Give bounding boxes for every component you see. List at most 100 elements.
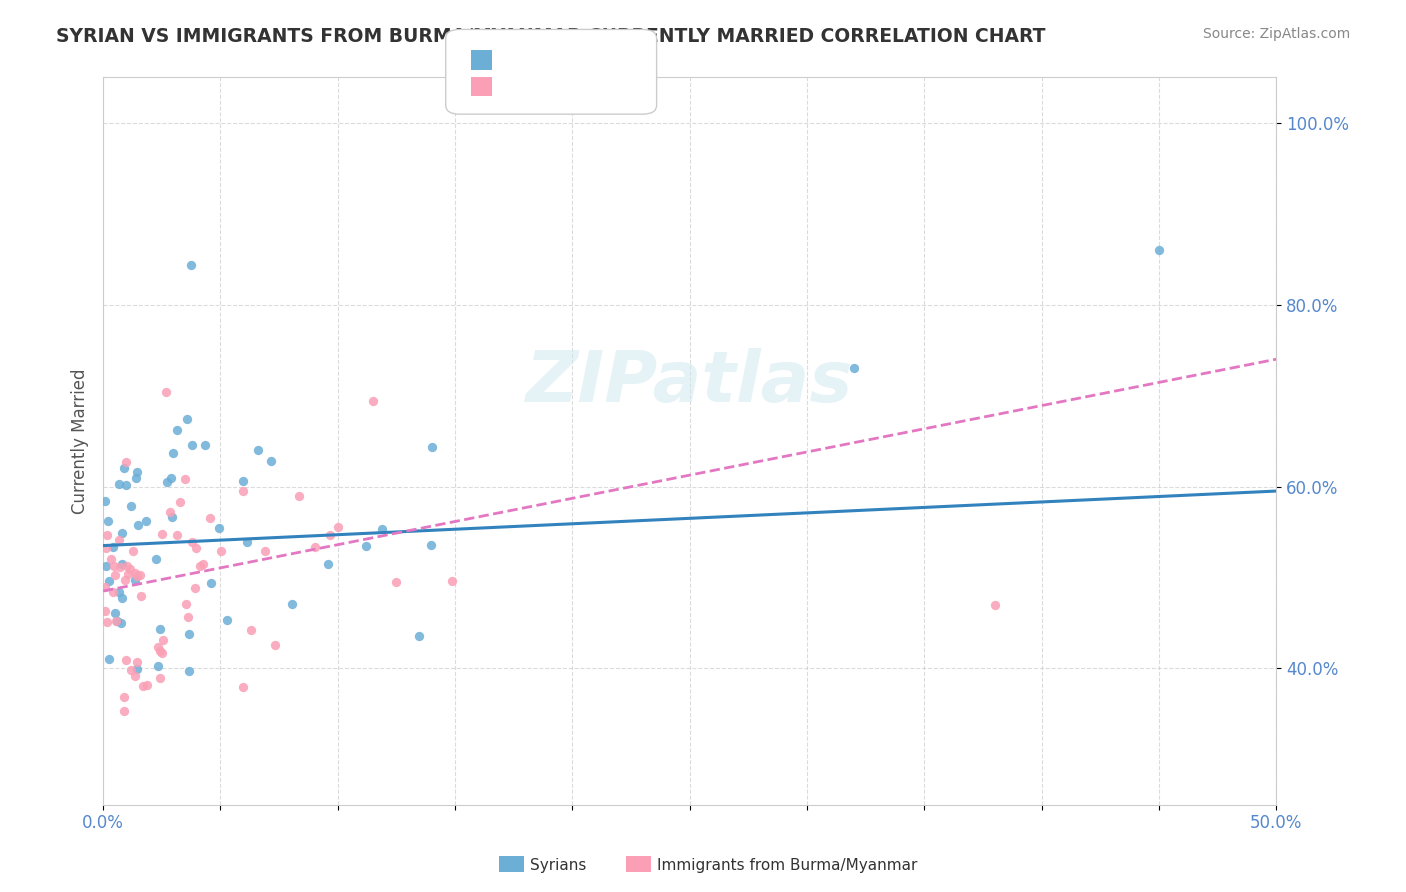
Point: [104, 606, 127, 620]
Text: R =: R =: [499, 58, 536, 76]
Point: [319, 528, 342, 542]
Point: [440, 574, 463, 588]
Point: [114, 574, 136, 588]
Point: [108, 559, 131, 574]
Point: [385, 575, 408, 590]
Point: [160, 471, 183, 485]
Point: [127, 517, 149, 532]
Point: [177, 664, 200, 678]
Point: [191, 557, 214, 571]
Point: [111, 591, 134, 606]
Point: [97, 652, 120, 666]
Point: [124, 573, 146, 587]
Text: 53: 53: [612, 58, 634, 76]
Point: [361, 393, 384, 408]
Point: [124, 566, 146, 580]
Point: [118, 562, 141, 576]
Point: [148, 640, 170, 654]
Point: [260, 453, 283, 467]
Text: R =: R =: [499, 85, 536, 103]
Point: [132, 680, 155, 694]
Point: [145, 552, 167, 566]
Point: [328, 520, 350, 534]
Point: [247, 442, 270, 457]
Point: [101, 585, 124, 599]
Point: [117, 566, 139, 581]
Point: [121, 544, 143, 558]
Point: [136, 678, 159, 692]
Point: [108, 533, 131, 547]
Point: [419, 538, 441, 552]
Point: [183, 581, 205, 595]
Point: [236, 535, 259, 549]
Point: [1147, 243, 1170, 257]
Point: [208, 520, 231, 534]
Point: [155, 385, 177, 400]
Point: [180, 258, 202, 272]
Point: [96, 615, 118, 629]
Point: [184, 541, 207, 555]
Text: 0.076: 0.076: [527, 58, 579, 76]
Point: [127, 465, 149, 479]
Point: [842, 361, 865, 376]
Point: [135, 514, 157, 528]
Point: [111, 558, 134, 572]
Text: 0.219: 0.219: [527, 85, 579, 103]
Point: [166, 423, 188, 437]
Text: SYRIAN VS IMMIGRANTS FROM BURMA/MYANMAR CURRENTLY MARRIED CORRELATION CHART: SYRIAN VS IMMIGRANTS FROM BURMA/MYANMAR …: [56, 27, 1046, 45]
Point: [105, 615, 128, 629]
Text: Immigrants from Burma/Myanmar: Immigrants from Burma/Myanmar: [657, 858, 917, 872]
Point: [108, 584, 131, 599]
Point: [112, 690, 135, 704]
Point: [94, 580, 117, 594]
Point: [166, 528, 188, 542]
Point: [149, 671, 172, 685]
Point: [281, 597, 304, 611]
Point: [209, 544, 232, 558]
Point: [150, 527, 173, 541]
Point: [94, 494, 117, 508]
Point: [159, 505, 181, 519]
Point: [356, 539, 378, 553]
Point: [194, 438, 217, 452]
Point: [146, 659, 169, 673]
Point: [215, 614, 238, 628]
Text: ZIPatlas: ZIPatlas: [526, 349, 853, 417]
Point: [114, 478, 136, 492]
Point: [104, 568, 127, 582]
Point: [174, 472, 197, 486]
Point: [179, 627, 201, 641]
Point: [98, 574, 121, 589]
Text: N =: N =: [583, 58, 620, 76]
Point: [198, 511, 221, 525]
Point: [181, 437, 204, 451]
Point: [129, 568, 152, 582]
Y-axis label: Currently Married: Currently Married: [72, 368, 89, 514]
Point: [150, 646, 173, 660]
Point: [112, 460, 135, 475]
Point: [180, 535, 202, 549]
Point: [100, 551, 122, 566]
Point: [371, 522, 394, 536]
Point: [176, 412, 198, 426]
Point: [162, 446, 184, 460]
Point: [101, 540, 124, 554]
Point: [160, 510, 183, 524]
Point: [200, 576, 222, 591]
Point: [156, 475, 179, 490]
Point: [152, 633, 174, 648]
Point: [149, 644, 172, 658]
Point: [127, 655, 149, 669]
Point: [408, 629, 430, 643]
Point: [125, 569, 148, 583]
Point: [983, 598, 1005, 612]
Text: Source: ZipAtlas.com: Source: ZipAtlas.com: [1202, 27, 1350, 41]
Point: [115, 558, 138, 573]
Point: [96, 528, 118, 542]
Point: [124, 471, 146, 485]
Point: [149, 622, 172, 636]
Point: [94, 604, 117, 618]
Point: [304, 540, 326, 554]
Point: [112, 704, 135, 718]
Point: [120, 499, 142, 513]
